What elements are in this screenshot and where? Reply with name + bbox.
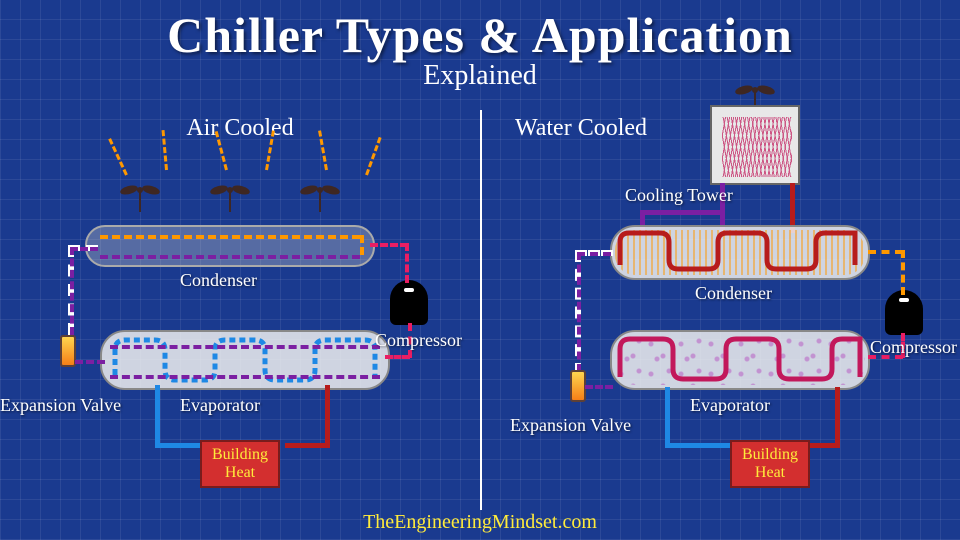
tower-spray-icon: [722, 117, 792, 177]
compressor-icon: [390, 280, 428, 325]
compressor-label: Compressor: [375, 330, 462, 351]
evap-refrigerant: [110, 345, 380, 349]
fan-icon: [735, 80, 775, 100]
condenser-coil: [100, 235, 360, 239]
condenser-coil: [360, 235, 364, 255]
expansion-valve-label: Expansion Valve: [0, 395, 121, 416]
heat-wave-icon: [365, 137, 381, 176]
pipe-chilled-return: [325, 385, 330, 445]
fan-icon: [210, 180, 250, 200]
pipe-liquid: [70, 247, 98, 251]
building-heat-label: BuildingHeat: [742, 446, 798, 481]
pipe-cold: [75, 360, 105, 364]
air-cooled-title: Air Cooled: [5, 115, 475, 142]
pipe-hot-gas: [405, 243, 409, 283]
subtitle: Explained: [0, 60, 960, 92]
pipe-chilled-supply: [665, 443, 733, 448]
pipe-hot-gas: [901, 250, 905, 295]
pipe-suction: [385, 355, 410, 359]
pipe-liquid: [577, 252, 581, 372]
heat-wave-icon: [108, 138, 128, 176]
fan-icon: [300, 180, 340, 200]
compressor-icon: [885, 290, 923, 335]
pipe-chilled-return: [835, 387, 840, 445]
expansion-valve-label: Expansion Valve: [510, 415, 631, 436]
pipe-chilled-supply: [155, 443, 205, 448]
compressor-label: Compressor: [870, 337, 957, 358]
condenser-coil: [100, 255, 360, 259]
center-divider: [480, 110, 482, 510]
building-heat-box: BuildingHeat: [200, 440, 280, 488]
fan-icon: [120, 180, 160, 200]
pipe-condenser-water-supply: [640, 210, 722, 215]
water-cooled-panel: Water Cooled BuildingHeat C: [485, 115, 955, 515]
main-title: Chiller Types & Application: [0, 0, 960, 64]
condenser-vessel: [85, 225, 375, 267]
evap-refrigerant: [110, 375, 380, 379]
pipe-liquid: [577, 252, 611, 256]
evaporator-label: Evaporator: [690, 395, 770, 416]
pipe-hot-gas: [370, 243, 408, 247]
expansion-valve-icon: [570, 370, 586, 402]
pipe-liquid: [70, 247, 74, 335]
condenser-coil: [615, 230, 865, 275]
cooling-tower-box: [710, 105, 800, 185]
pipe-cold: [585, 385, 613, 389]
evaporator-label: Evaporator: [180, 395, 260, 416]
cooling-tower-label: Cooling Tower: [625, 185, 733, 206]
expansion-valve-icon: [60, 335, 76, 367]
building-heat-box: BuildingHeat: [730, 440, 810, 488]
pipe-chilled-return: [285, 443, 330, 448]
pipe-chilled-supply: [665, 387, 670, 445]
condenser-label: Condenser: [695, 283, 772, 304]
building-heat-label: BuildingHeat: [212, 446, 268, 481]
evaporator-coil: [615, 335, 865, 385]
pipe-chilled-return: [810, 443, 840, 448]
pipe-chilled-supply: [155, 385, 160, 445]
condenser-label: Condenser: [180, 270, 257, 291]
air-cooled-panel: Air Cooled BuildingHeat Conde: [5, 115, 475, 515]
footer-text: TheEngineeringMindset.com: [0, 511, 960, 534]
pipe-hot-gas: [868, 250, 903, 254]
